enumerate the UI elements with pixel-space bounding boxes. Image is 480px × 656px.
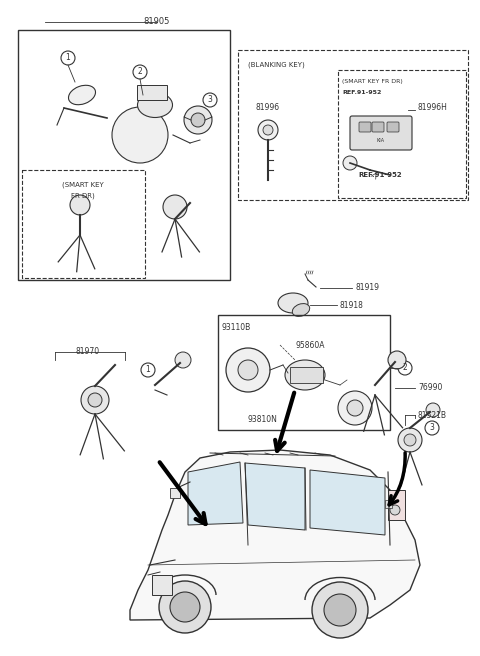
Text: REF.91-952: REF.91-952: [342, 91, 382, 96]
FancyBboxPatch shape: [350, 116, 412, 150]
Ellipse shape: [292, 304, 310, 316]
Circle shape: [390, 505, 400, 515]
Circle shape: [191, 113, 205, 127]
Polygon shape: [130, 450, 420, 620]
Circle shape: [388, 351, 406, 369]
Circle shape: [170, 592, 200, 622]
Circle shape: [404, 434, 416, 446]
Bar: [338, 70, 466, 198]
Circle shape: [70, 195, 90, 215]
Bar: [218, 315, 390, 430]
Text: 81521B: 81521B: [418, 411, 447, 419]
Text: KIA: KIA: [377, 138, 385, 144]
Bar: [137, 85, 167, 100]
Bar: [238, 50, 468, 200]
Text: 3: 3: [207, 96, 213, 104]
Ellipse shape: [137, 92, 172, 117]
Circle shape: [398, 428, 422, 452]
FancyBboxPatch shape: [387, 122, 399, 132]
Circle shape: [81, 386, 109, 414]
Circle shape: [226, 348, 270, 392]
Circle shape: [159, 581, 211, 633]
Bar: [18, 30, 230, 280]
Polygon shape: [310, 470, 385, 535]
Text: 81970: 81970: [76, 348, 100, 356]
Bar: [152, 575, 172, 595]
FancyBboxPatch shape: [359, 122, 371, 132]
Text: REF.91-952: REF.91-952: [358, 172, 402, 178]
Text: (SMART KEY FR DR): (SMART KEY FR DR): [342, 79, 403, 85]
Bar: [385, 500, 392, 508]
Text: 93110B: 93110B: [222, 323, 251, 333]
Text: 76990: 76990: [418, 384, 443, 392]
Text: 93810N: 93810N: [248, 415, 278, 424]
Text: 95860A: 95860A: [295, 340, 324, 350]
Circle shape: [112, 107, 168, 163]
Circle shape: [426, 403, 440, 417]
Text: (SMART KEY: (SMART KEY: [62, 182, 104, 188]
Text: 81919: 81919: [355, 283, 379, 293]
Circle shape: [163, 195, 187, 219]
Text: 2: 2: [403, 363, 408, 373]
Text: 1: 1: [145, 365, 150, 375]
Circle shape: [343, 156, 357, 170]
FancyBboxPatch shape: [372, 122, 384, 132]
Ellipse shape: [285, 360, 325, 390]
Polygon shape: [245, 463, 305, 530]
Polygon shape: [188, 462, 243, 525]
Bar: [170, 488, 180, 498]
Text: FR DR): FR DR): [71, 193, 95, 199]
Circle shape: [238, 360, 258, 380]
Ellipse shape: [69, 85, 96, 105]
Bar: [22, 170, 145, 278]
Circle shape: [184, 106, 212, 134]
Circle shape: [312, 582, 368, 638]
Circle shape: [324, 594, 356, 626]
Circle shape: [88, 393, 102, 407]
Circle shape: [175, 352, 191, 368]
Circle shape: [338, 391, 372, 425]
Text: (BLANKING KEY): (BLANKING KEY): [248, 62, 305, 68]
Text: 3: 3: [430, 424, 434, 432]
Text: 81996: 81996: [256, 104, 280, 112]
Ellipse shape: [278, 293, 308, 313]
Circle shape: [347, 400, 363, 416]
Text: 2: 2: [138, 68, 143, 77]
Circle shape: [258, 120, 278, 140]
Text: 81996H: 81996H: [418, 104, 448, 112]
Text: 81905: 81905: [144, 18, 170, 26]
Circle shape: [263, 125, 273, 135]
Bar: [290, 367, 323, 383]
Bar: [388, 490, 405, 520]
Text: 81918: 81918: [340, 300, 364, 310]
Text: 1: 1: [66, 54, 71, 62]
